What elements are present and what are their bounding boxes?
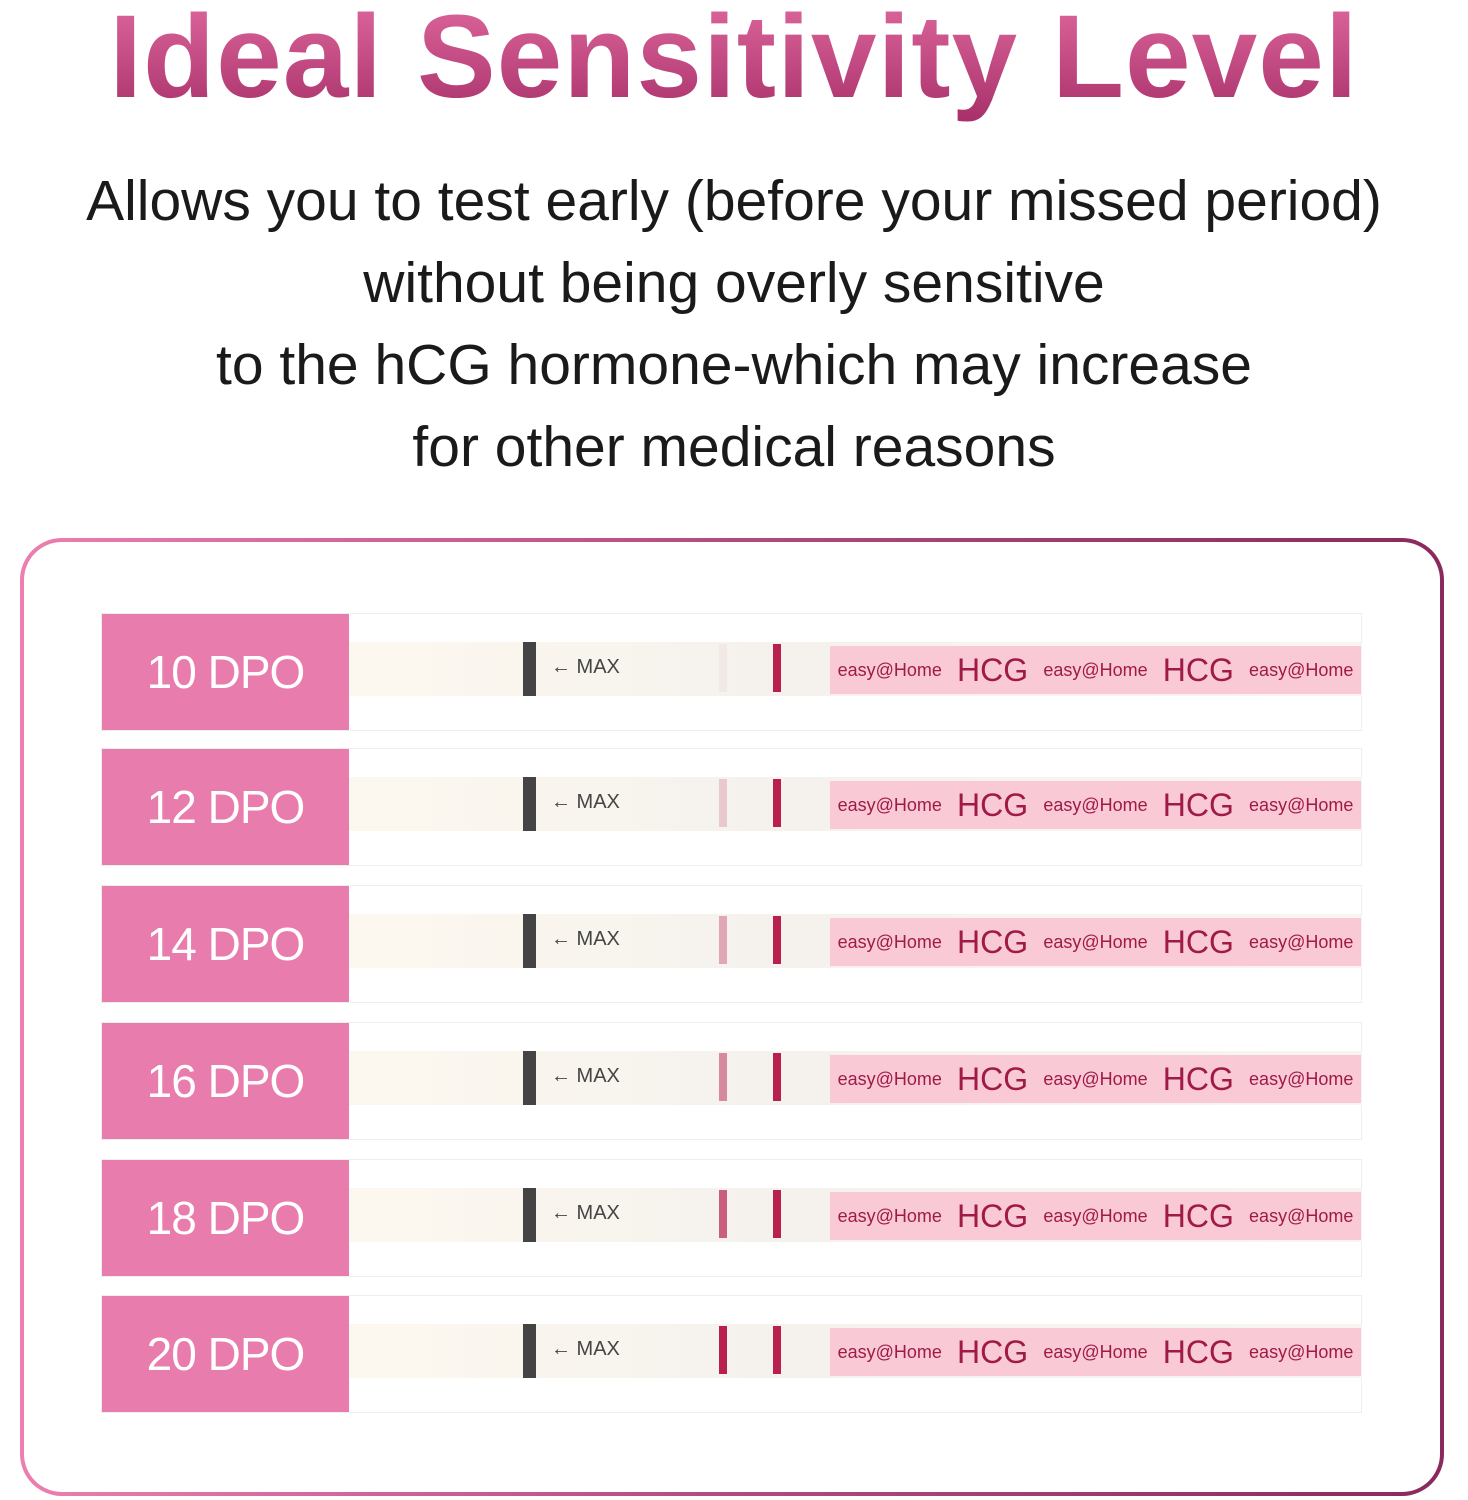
control-line [773,916,781,964]
dpo-row: 20 DPO ← MAX easy@Home HCG easy@Home HCG eas… [101,1295,1362,1413]
page-title: Ideal Sensitivity Level [0,0,1468,122]
test-strip: ← MAX easy@Home HCG easy@Home HCG easy@Home [349,1051,1362,1105]
max-marker: ← MAX [551,928,620,950]
max-marker: ← MAX [551,1338,620,1360]
brand-logo: easy@Home [837,659,942,680]
hcg-text: HCG [1162,1197,1234,1234]
strip-handle [523,1324,536,1378]
test-line [719,1053,727,1101]
brand-logo: easy@Home [1043,1341,1148,1362]
control-line [773,1053,781,1101]
brand-logo: easy@Home [1249,1205,1354,1226]
test-strip: ← MAX easy@Home HCG easy@Home HCG easy@Home [349,1324,1362,1378]
brand-band: easy@Home HCG easy@Home HCG easy@Home [830,1328,1361,1376]
brand-band: easy@Home HCG easy@Home HCG easy@Home [830,1055,1361,1103]
brand-logo: easy@Home [837,794,942,815]
brand-logo: easy@Home [1043,931,1148,952]
brand-logo: easy@Home [1249,1341,1354,1362]
subtitle-line: to the hCG hormone-which may increase [216,333,1252,397]
hcg-text: HCG [1162,923,1234,960]
hcg-text: HCG [1162,1333,1234,1370]
test-line [719,916,727,964]
hcg-text: HCG [957,1197,1029,1234]
brand-logo: easy@Home [1249,1068,1354,1089]
dpo-row: 10 DPO ← MAX easy@Home HCG easy@Home HCG eas… [101,613,1362,731]
test-strip: ← MAX easy@Home HCG easy@Home HCG easy@Home [349,777,1362,831]
brand-logo: easy@Home [1249,794,1354,815]
test-line [719,1190,727,1238]
brand-logo: easy@Home [837,1205,942,1226]
control-line [773,1190,781,1238]
strip-handle [523,1188,536,1242]
subtitle-line: without being overly sensitive [363,251,1105,315]
test-line [719,644,727,692]
subtitle-line: for other medical reasons [412,415,1056,479]
hcg-text: HCG [957,786,1029,823]
max-marker: ← MAX [551,656,620,678]
dpo-row: 14 DPO ← MAX easy@Home HCG easy@Home HCG eas… [101,885,1362,1003]
strip-handle [523,914,536,968]
hcg-text: HCG [957,1333,1029,1370]
brand-logo: easy@Home [1043,1205,1148,1226]
test-line [719,779,727,827]
brand-logo: easy@Home [837,1341,942,1362]
dpo-row: 16 DPO ← MAX easy@Home HCG easy@Home HCG eas… [101,1022,1362,1140]
strip-handle [523,642,536,696]
hcg-text: HCG [957,651,1029,688]
max-marker: ← MAX [551,1065,620,1087]
brand-band: easy@Home HCG easy@Home HCG easy@Home [830,918,1361,966]
dpo-row: 12 DPO ← MAX easy@Home HCG easy@Home HCG eas… [101,748,1362,866]
dpo-label: 16 DPO [102,1023,349,1139]
control-line [773,644,781,692]
hcg-text: HCG [957,1060,1029,1097]
dpo-label: 18 DPO [102,1160,349,1276]
strip-handle [523,777,536,831]
subtitle: Allows you to test early (before your mi… [0,160,1468,488]
hcg-text: HCG [1162,786,1234,823]
control-line [773,1326,781,1374]
test-line [719,1326,727,1374]
hcg-text: HCG [1162,651,1234,688]
max-marker: ← MAX [551,791,620,813]
brand-logo: easy@Home [1249,659,1354,680]
dpo-label: 14 DPO [102,886,349,1002]
strip-handle [523,1051,536,1105]
dpo-label: 10 DPO [102,614,349,730]
subtitle-line: Allows you to test early (before your mi… [86,169,1382,233]
brand-logo: easy@Home [1249,931,1354,952]
max-marker: ← MAX [551,1202,620,1224]
brand-logo: easy@Home [837,931,942,952]
test-strip: ← MAX easy@Home HCG easy@Home HCG easy@Home [349,1188,1362,1242]
test-strip: ← MAX easy@Home HCG easy@Home HCG easy@Home [349,914,1362,968]
brand-band: easy@Home HCG easy@Home HCG easy@Home [830,646,1361,694]
dpo-label: 20 DPO [102,1296,349,1412]
dpo-row: 18 DPO ← MAX easy@Home HCG easy@Home HCG eas… [101,1159,1362,1277]
brand-logo: easy@Home [837,1068,942,1089]
brand-band: easy@Home HCG easy@Home HCG easy@Home [830,781,1361,829]
hcg-text: HCG [957,923,1029,960]
control-line [773,779,781,827]
brand-logo: easy@Home [1043,794,1148,815]
brand-logo: easy@Home [1043,659,1148,680]
test-strip: ← MAX easy@Home HCG easy@Home HCG easy@Home [349,642,1362,696]
brand-logo: easy@Home [1043,1068,1148,1089]
hcg-text: HCG [1162,1060,1234,1097]
brand-band: easy@Home HCG easy@Home HCG easy@Home [830,1192,1361,1240]
dpo-label: 12 DPO [102,749,349,865]
